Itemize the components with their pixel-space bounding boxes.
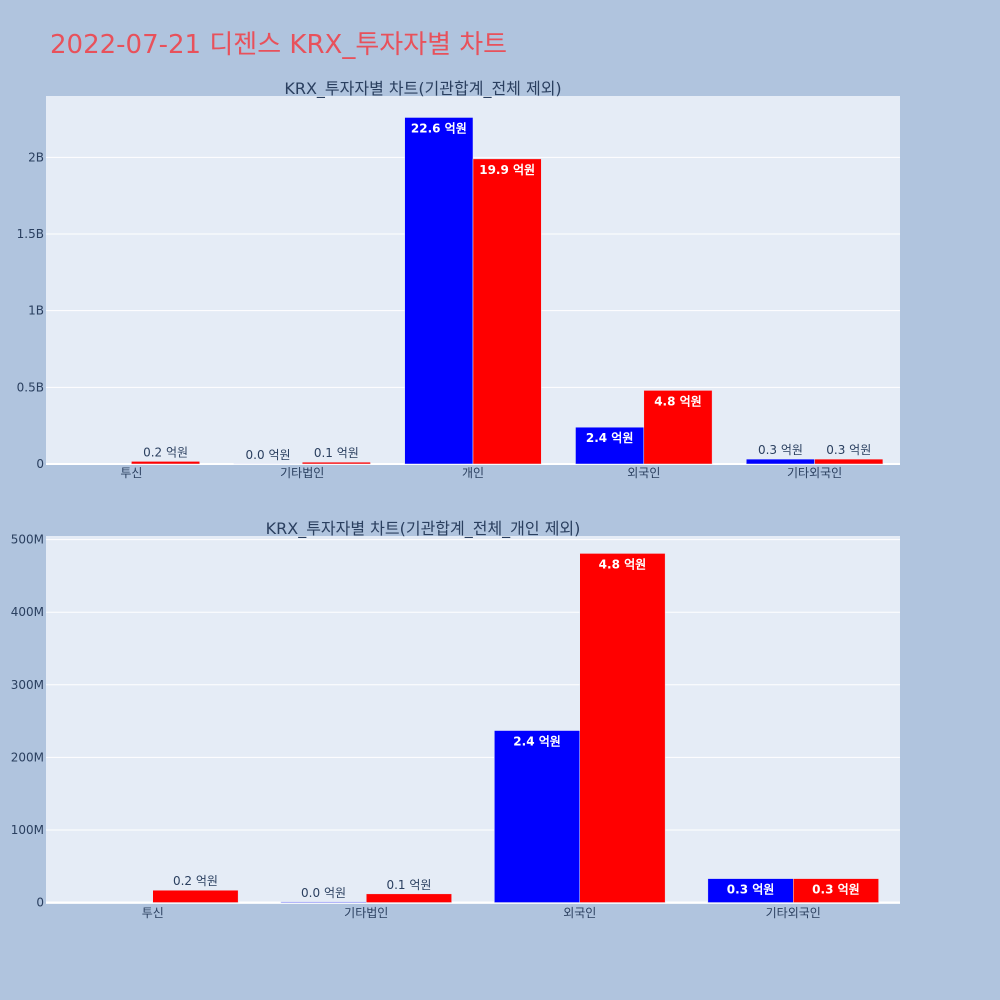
chart2-ytick-3: 300M [11,678,44,692]
chart1-title: KRX_투자자별 차트(기관합계_전체 제외) [284,79,561,99]
chart2-bar-sell-0 [152,889,239,903]
chart2-bar-label-sell-1: 0.1 억원 [386,878,431,892]
chart2-xtick-0: 투신 [142,906,164,920]
page-title: 2022-07-21 디젠스 KRX_투자자별 차트 [50,30,508,60]
chart1-bar-label-buy-1: 0.0 억원 [246,448,291,462]
chart1-bar-buy-2 [404,117,474,465]
chart1-bar-label-sell-4: 0.3 억원 [826,443,871,457]
chart2-bar-label-buy-1: 0.0 억원 [301,886,346,900]
chart2-bar-label-sell-3: 0.3 억원 [812,883,860,897]
chart1-bar-label-sell-2: 19.9 억원 [479,163,535,177]
chart1-xtick-2: 개인 [462,466,484,480]
chart1-bar-buy-3 [575,426,645,465]
chart1-bar-buy-4 [746,458,815,465]
chart1-bar-label-buy-2: 22.6 억원 [411,121,467,135]
chart1-bar-label-sell-3: 4.8 억원 [654,394,702,408]
chart2-bar-buy-2 [494,730,581,903]
chart2-ytick-1: 100M [11,823,44,837]
chart1-ytick-4: 2B [28,150,44,164]
chart1-bar-label-sell-1: 0.1 억원 [314,446,359,460]
chart2-ytick-5: 500M [11,533,44,547]
chart2-bar-sell-1 [366,893,452,903]
chart2-xtick-3: 기타외국인 [766,906,821,920]
chart2-xtick-2: 외국인 [563,906,596,920]
chart2-title: KRX_투자자별 차트(기관합계_전체_개인 제외) [266,519,581,539]
chart1-bar-label-buy-3: 2.4 억원 [586,431,634,445]
chart1-bar-sell-4 [814,458,884,465]
chart1-bar-sell-2 [472,158,542,465]
chart1-bar-sell-3 [643,390,713,465]
chart1-xtick-3: 외국인 [627,466,660,480]
chart2-xtick-1: 기타법인 [344,906,388,920]
chart1-bar-label-buy-4: 0.3 억원 [758,443,803,457]
chart1-xtick-1: 기타법인 [280,466,324,480]
chart2-bar-label-sell-2: 4.8 억원 [599,557,647,571]
chart2-ytick-0: 0 [36,896,44,910]
chart2-ytick-4: 400M [11,605,44,619]
chart1-bar-label-sell-0: 0.2 억원 [143,445,188,459]
chart2-bar-label-buy-3: 0.3 억원 [727,883,775,897]
chart1-ytick-3: 1.5B [17,227,44,241]
chart2-ytick-2: 200M [11,750,44,764]
chart1-ytick-1: 0.5B [17,380,44,394]
chart2-bar-buy-1 [280,901,367,903]
chart1-ytick-2: 1B [28,304,44,318]
chart2-bar-label-buy-2: 2.4 억원 [513,735,561,749]
chart2-bar-label-sell-0: 0.2 억원 [173,874,218,888]
chart2-plot-area [46,536,900,904]
chart1-bar-sell-0 [131,461,200,465]
chart1-xtick-0: 투신 [120,466,142,480]
chart1-ytick-0: 0 [36,457,44,471]
chart1-bar-sell-1 [301,461,371,465]
chart2-bar-sell-2 [579,553,666,903]
chart2-bar-sell-3 [793,878,879,903]
chart1-xtick-4: 기타외국인 [787,466,842,480]
